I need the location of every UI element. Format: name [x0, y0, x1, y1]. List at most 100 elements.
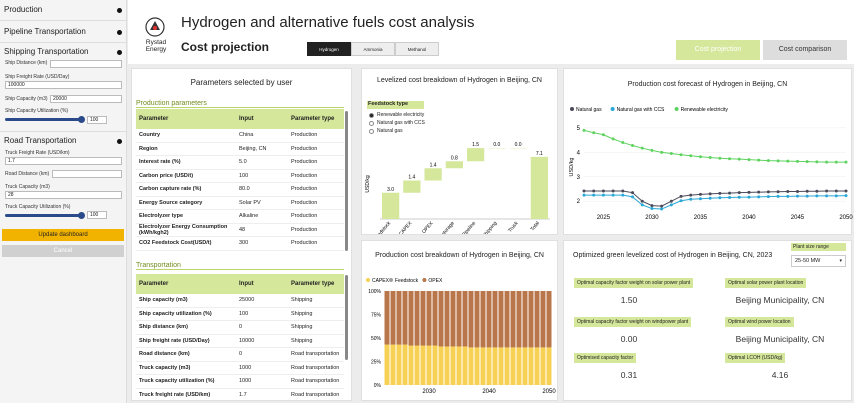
series-point — [640, 199, 644, 203]
cell-input: 25000 — [239, 297, 255, 304]
pipeline-expand-icon[interactable] — [117, 30, 122, 35]
truck-capacity-input[interactable]: 28 — [5, 191, 122, 199]
slider-handle[interactable] — [78, 116, 85, 123]
tab-cost-projection[interactable]: Cost projection — [676, 40, 760, 60]
waterfall-bar — [424, 168, 442, 181]
series-point — [795, 159, 799, 163]
cell-type: Shipping — [291, 310, 313, 317]
optimized-item-value: Beijing Municipality, CN — [735, 334, 825, 344]
chevron-down-icon: ▾ — [839, 258, 842, 264]
ship-util-slider[interactable] — [5, 116, 85, 123]
ship-freight-input[interactable]: 100000 — [5, 81, 122, 89]
feedstock-radio-option[interactable]: Natural gas with CCS — [369, 120, 425, 126]
slider-handle[interactable] — [78, 212, 85, 219]
bar-data-label: 1.4 — [408, 175, 415, 181]
legend-entry: OPEX — [428, 278, 443, 284]
cell-input: 10000 — [239, 337, 255, 344]
y-tick-label: 100% — [368, 289, 381, 295]
series-point — [621, 189, 625, 193]
legend-marker — [674, 107, 679, 111]
series-point — [708, 196, 712, 200]
bar-data-label: 1.5 — [472, 142, 479, 148]
stacked-bar-segment — [426, 345, 432, 385]
production-expand-icon[interactable] — [117, 8, 122, 13]
series-point — [844, 160, 848, 164]
breakdown-title: Production cost breakdown of Hydrogen in… — [375, 252, 544, 259]
cell-parameter: Road distance (km) — [139, 351, 190, 358]
tab-ammonia[interactable]: Ammonia — [351, 42, 395, 56]
bar-data-label: 3.0 — [387, 187, 394, 193]
stacked-bar-segment — [504, 347, 510, 385]
feedstock-radio-option[interactable]: Natural gas — [369, 128, 403, 134]
truck-util-value[interactable]: 100 — [87, 211, 107, 219]
series-point — [631, 191, 635, 195]
cell-parameter: Truck capacity (m3) — [139, 364, 191, 371]
section-production[interactable]: Production — [4, 5, 43, 14]
update-dashboard-button[interactable]: Update dashboard — [2, 229, 124, 241]
cancel-button[interactable]: Cancel — [2, 245, 124, 257]
bar-data-label: 7.1 — [536, 151, 543, 157]
stacked-bar-segment — [540, 347, 546, 385]
stacked-bar-segment — [414, 291, 420, 346]
cell-type: Production — [291, 213, 318, 220]
legend-marker — [366, 278, 370, 282]
cell-parameter: Ship capacity utilization (%) — [139, 310, 212, 317]
ship-util-value[interactable]: 100 — [87, 116, 107, 124]
series-point — [601, 193, 605, 197]
ship-capacity-input[interactable]: 20000 — [50, 95, 122, 103]
cell-input: Alkaline — [239, 213, 259, 220]
legend-entry: CAPEX — [372, 278, 390, 284]
feedstock-option-label: Natural gas — [377, 128, 403, 134]
stacked-bar-segment — [402, 344, 408, 385]
series-point — [757, 195, 761, 199]
series-point — [805, 160, 809, 164]
series-point — [766, 190, 770, 194]
ship-distance-input[interactable] — [50, 60, 122, 68]
plant-size-select[interactable]: 25-50 MW ▾ — [791, 255, 846, 267]
y-tick-label: 25% — [371, 360, 382, 366]
stacked-bar-segment — [480, 291, 486, 348]
tab-cost-comparison[interactable]: Cost comparison — [763, 40, 847, 60]
optimized-item-label: Optimal capacity factor weight on windpo… — [574, 317, 692, 327]
section-road[interactable]: Road Transportation — [4, 136, 77, 145]
truck-util-slider[interactable] — [5, 212, 85, 219]
series-point — [601, 189, 605, 193]
road-collapse-icon[interactable] — [117, 139, 122, 144]
x-tick-label: 2050 — [542, 389, 556, 395]
truck-freight-input[interactable]: 1.7 — [5, 157, 122, 165]
series-point — [815, 189, 819, 193]
series-point — [844, 194, 848, 198]
cell-type: Road transportation — [291, 351, 340, 358]
optimized-item-label: Optimal capacity factor weight on solar … — [574, 278, 694, 288]
table-row: Region Beijing, CN Production — [136, 143, 344, 156]
cell-type: Production — [291, 186, 318, 193]
transport-scrollbar[interactable] — [345, 275, 348, 360]
series-point — [631, 143, 635, 147]
series-point — [640, 203, 644, 207]
series-point — [718, 156, 722, 160]
waterfall-bar — [403, 180, 421, 193]
stacked-bar-segment — [438, 291, 444, 347]
radio-unchecked-icon[interactable] — [369, 120, 374, 126]
series-point — [718, 196, 722, 200]
cell-parameter: Carbon price (USD/t) — [139, 172, 194, 179]
series-point — [582, 128, 586, 132]
series-point — [815, 160, 819, 164]
section-shipping[interactable]: Shipping Transportation — [4, 47, 89, 56]
shipping-collapse-icon[interactable] — [117, 50, 122, 55]
col-parameter: Parameter — [139, 281, 169, 287]
road-distance-input[interactable] — [52, 170, 122, 178]
tab-hydrogen[interactable]: Hydrogen — [307, 42, 351, 56]
series-point — [679, 153, 683, 157]
production-scrollbar[interactable] — [345, 111, 348, 251]
series-point — [728, 191, 732, 195]
section-pipeline[interactable]: Pipeline Transportation — [4, 27, 86, 36]
series-point — [698, 197, 702, 201]
y-tick-label: 0% — [374, 383, 382, 389]
radio-unchecked-icon[interactable] — [369, 128, 374, 134]
radio-checked-icon[interactable] — [369, 112, 374, 118]
tab-methanol[interactable]: Methanol — [395, 42, 439, 56]
table-header: Parameter Input Parameter type — [136, 109, 344, 129]
cell-parameter: Interest rate (%) — [139, 159, 181, 166]
feedstock-radio-option[interactable]: Renewable electricity — [369, 112, 424, 118]
